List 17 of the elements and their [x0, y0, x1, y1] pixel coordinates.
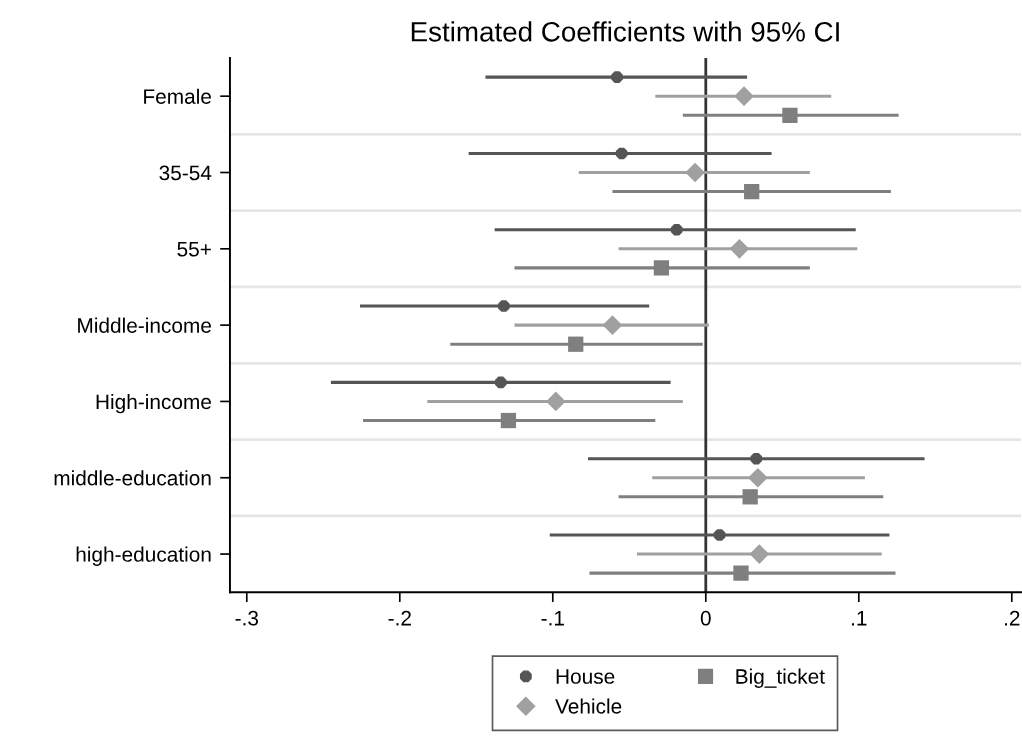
- y-tick-label: High-income: [96, 393, 211, 414]
- x-tick-label: .1: [852, 611, 867, 626]
- y-tick-label: high-education: [76, 546, 211, 566]
- y-tick-label: 55+: [177, 242, 211, 257]
- y-tick-label: middle-education: [54, 470, 211, 486]
- x-tick-label: .2: [1005, 610, 1020, 626]
- x-tick-label: 0: [700, 610, 711, 626]
- legend-label: Big_ticket: [736, 668, 825, 688]
- legend-label: Vehicle: [555, 698, 622, 714]
- x-tick-label: -.2: [388, 610, 411, 626]
- y-tick-label: Middle-income: [78, 317, 211, 333]
- chart-title: Estimated Coefficients with 95% CI: [411, 21, 839, 42]
- y-tick-label: 35-54: [159, 165, 212, 181]
- legend-label: House: [556, 669, 615, 684]
- x-tick-label: -.1: [541, 611, 564, 626]
- x-tick-label: -.3: [235, 610, 259, 626]
- y-tick-label: Female: [144, 88, 211, 104]
